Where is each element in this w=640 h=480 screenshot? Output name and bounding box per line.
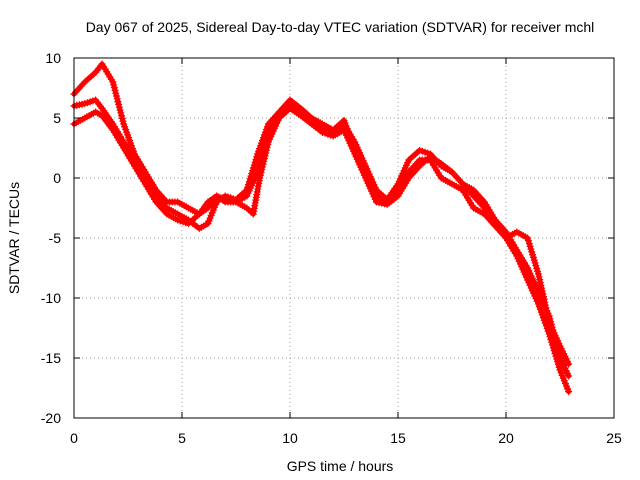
y-tick-label: -15 <box>41 350 61 366</box>
x-tick-label: 20 <box>498 430 514 446</box>
x-axis-label: GPS time / hours <box>287 458 394 474</box>
grid <box>74 58 614 418</box>
series-track-3 <box>70 104 573 396</box>
x-tick-label: 0 <box>70 430 78 446</box>
series-band <box>71 97 572 367</box>
y-tick-label: -5 <box>49 230 62 246</box>
y-tick-label: -10 <box>41 290 61 306</box>
ticks: 0 5 10 15 20 25 -20 -15 -10 -5 0 5 10 <box>41 50 622 446</box>
chart-title: Day 067 of 2025, Sidereal Day-to-day VTE… <box>86 19 595 35</box>
series-band <box>71 105 572 395</box>
y-axis-label: SDTVAR / TECUs <box>6 182 22 294</box>
y-tick-label: 0 <box>53 170 61 186</box>
data-point <box>565 360 573 368</box>
y-tick-label: 5 <box>53 110 61 126</box>
x-tick-label: 15 <box>390 430 406 446</box>
data-point <box>565 372 573 380</box>
data-point <box>565 388 573 396</box>
x-tick-label: 5 <box>178 430 186 446</box>
x-tick-label: 10 <box>282 430 298 446</box>
y-tick-label: -20 <box>41 410 61 426</box>
y-tick-label: 10 <box>45 50 61 66</box>
series-track-1 <box>70 96 573 368</box>
data-layer <box>70 60 573 396</box>
x-tick-label: 25 <box>606 430 622 446</box>
